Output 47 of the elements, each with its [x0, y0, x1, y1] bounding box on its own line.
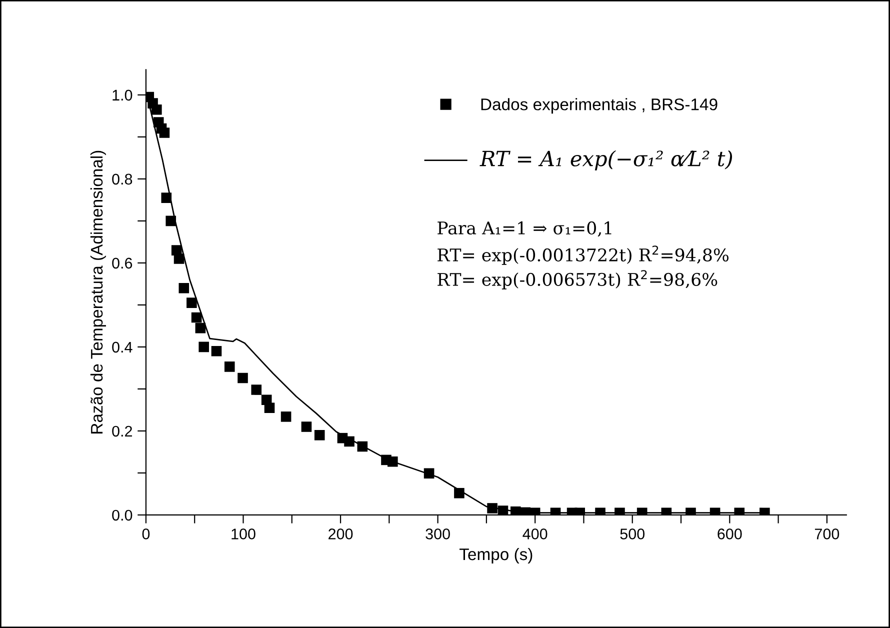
point: [388, 456, 398, 467]
y-tick-label: 0.8: [112, 174, 132, 185]
point: [195, 322, 206, 334]
y-tick-label: 0.2: [112, 426, 132, 437]
point: [424, 468, 434, 479]
point: [211, 346, 222, 356]
point: [251, 384, 262, 395]
point: [344, 436, 354, 447]
point: [314, 430, 325, 440]
annotation: Para A₁=1 ⇒ σ₁=0,1: [438, 221, 612, 237]
point: [159, 128, 170, 138]
legend-label: RT = A₁ exp(−σ₁² α⁄L² t): [480, 150, 732, 170]
y-tick-label: 0.6: [112, 258, 132, 269]
point: [191, 312, 202, 323]
x-axis-title: Tempo (s): [460, 548, 532, 564]
y-axis-title: Razão de Temperatura (Adimensional): [90, 150, 106, 434]
x-tick-label: 100: [232, 528, 256, 540]
annotation: RT= exp(-0.0013722t) R$^{2}$=94,8%: [438, 246, 729, 265]
point: [166, 216, 176, 226]
point: [280, 412, 292, 422]
point: [224, 362, 235, 372]
legend-label: Dados experimentais , BRS-149: [481, 98, 718, 114]
point: [510, 506, 521, 515]
point: [186, 298, 197, 308]
y-tick-label: 1.0: [112, 90, 132, 101]
point: [487, 503, 498, 514]
point: [301, 422, 312, 432]
point: [454, 488, 464, 498]
y-tick-label: 0.0: [112, 510, 132, 521]
x-tick-label: 300: [426, 528, 450, 540]
point: [152, 104, 162, 115]
point: [161, 192, 172, 203]
x-tick-label: 0: [142, 528, 150, 540]
point: [198, 342, 209, 352]
x-tick-label: 400: [522, 528, 548, 540]
point: [178, 282, 190, 294]
annotation: RT= exp(-0.006573t) R$^{2}$=98,6%: [438, 270, 718, 290]
x-tick-label: 700: [814, 528, 840, 540]
point: [174, 254, 184, 264]
point: [498, 506, 508, 515]
x-tick-label: 500: [620, 528, 645, 540]
x-tick-label: 200: [328, 528, 353, 540]
point: [238, 372, 248, 384]
point: [357, 441, 368, 452]
y-tick-label: 0.4: [112, 342, 132, 353]
x-tick-label: 600: [718, 528, 742, 540]
point: [264, 402, 275, 413]
